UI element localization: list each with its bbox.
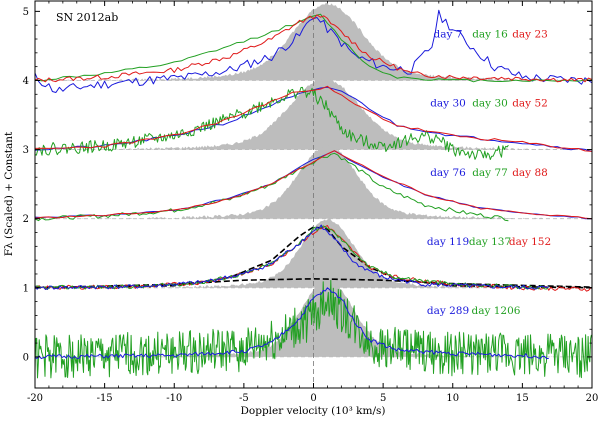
x-tick-label: 10 [446,393,459,404]
y-tick-label: 1 [23,283,29,294]
x-tick-label: -10 [166,393,182,404]
x-tick-label: -5 [239,393,249,404]
panel-label: day 119 [427,236,469,248]
spectrum-series [35,13,592,83]
axis-ticks: -20 -15 -10 -5 0 5 10 15 20 0 1 2 3 4 5 [23,1,598,404]
spectrum-series [35,85,592,152]
panel-label: day 23 [512,29,548,41]
panel-label: day 152 [509,236,551,248]
panel-label: day 137 [469,236,511,248]
x-tick-label: 5 [380,393,386,404]
spectrum-series [35,86,509,160]
spectrum-series [35,279,592,379]
x-axis-label: Doppler velocity (10³ km/s) [240,405,385,417]
x-tick-label: 20 [586,393,598,404]
y-tick-label: 0 [23,352,29,363]
spectrum-series [35,224,550,290]
panel-label: day 30 [430,98,466,110]
spectrum-lines [35,9,592,379]
spectrum-series [35,14,592,83]
x-tick-label: 15 [516,393,529,404]
panel-label: day 76 [430,167,466,179]
y-tick-label: 4 [23,76,29,87]
y-tick-label: 3 [23,145,29,156]
panel-label: day 52 [512,98,548,110]
panel-label: day 30 [472,98,508,110]
panel-label: day 1206 [472,305,521,317]
x-tick-label: -15 [97,393,113,404]
chart-title: SN 2012ab [56,11,118,24]
panel-label: day 77 [472,167,508,179]
y-tick-label: 2 [23,214,29,225]
x-tick-label: -20 [27,393,43,404]
y-tick-label: 5 [23,7,29,18]
panel-labels: day 7 day 16 day 23 day 30 day 30 day 52 day 7… [427,29,551,317]
spectrum-series [35,152,509,222]
panel-label: day 16 [472,29,508,41]
x-tick-label: 0 [310,393,316,404]
panel-label: day 88 [512,167,548,179]
panel-label: day 289 [427,305,469,317]
panel-label: day 7 [434,29,463,41]
spectrum-series [35,150,592,220]
y-axis-label: Fλ (Scaled) + Constant [3,131,15,256]
spectrum-series [35,287,549,360]
